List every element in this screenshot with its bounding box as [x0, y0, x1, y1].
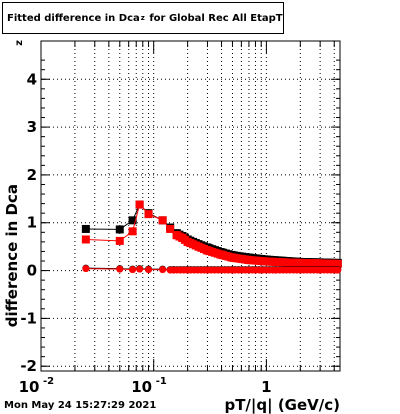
- data-point-circle: [129, 266, 137, 274]
- x-tick-label: 10: [19, 378, 40, 396]
- chart-title-suffix: for Global Rec All EtapT: [149, 12, 283, 24]
- data-point-square: [128, 216, 137, 225]
- y-tick-label: -1: [20, 309, 37, 327]
- data-point-square: [135, 200, 144, 209]
- y-tick-label: 1: [27, 214, 37, 232]
- data-point-circle: [82, 265, 90, 273]
- timestamp: Mon May 24 15:27:29 2021: [4, 400, 157, 411]
- y-tick-label: -2: [20, 357, 37, 375]
- x-axis-title: pT/|q| (GeV/c): [224, 396, 340, 414]
- y-tick-label: 2: [27, 166, 37, 184]
- data-point-circle: [145, 266, 153, 274]
- data-point-square: [144, 210, 153, 219]
- y-tick-label: 0: [27, 262, 37, 280]
- data-point-circle-dense: [334, 266, 342, 274]
- data-point-circle: [116, 265, 124, 273]
- chart-title: Fitted difference in Dca z for Global Rec…: [2, 2, 284, 34]
- data-point-square: [81, 224, 90, 233]
- data-point-square: [81, 235, 90, 244]
- data-point-square: [115, 225, 124, 234]
- data-point-square: [128, 227, 137, 236]
- y-axis-title: difference in Dca: [3, 184, 21, 327]
- y-tick-label: 4: [27, 70, 37, 88]
- chart-title-prefix: Fitted difference in Dca: [7, 12, 140, 24]
- data-point-circle: [159, 266, 167, 274]
- x-tick-label: 10: [131, 378, 152, 396]
- y-tick-label: 3: [27, 118, 37, 136]
- plot-frame: [40, 40, 341, 372]
- data-point-square: [166, 224, 175, 233]
- data-point-square-dense: [333, 259, 342, 268]
- chart-title-subscript: z: [140, 14, 145, 22]
- x-tick-label: 1: [261, 378, 271, 396]
- x-tick-label-exponent: -1: [156, 376, 167, 387]
- x-tick-label-exponent: -2: [43, 376, 54, 387]
- y-axis-title-subscript: z: [14, 40, 25, 46]
- data-point-square: [158, 216, 167, 225]
- data-point-circle: [136, 265, 144, 273]
- data-point-square: [115, 236, 124, 245]
